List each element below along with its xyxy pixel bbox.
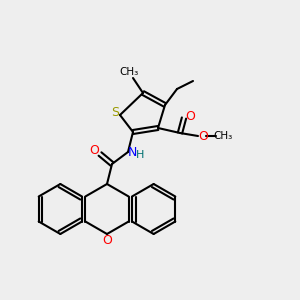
- Text: O: O: [185, 110, 195, 122]
- Text: N: N: [127, 146, 137, 160]
- Text: O: O: [198, 130, 208, 142]
- Text: O: O: [102, 233, 112, 247]
- Text: H: H: [136, 150, 144, 160]
- Text: O: O: [89, 145, 99, 158]
- Text: CH₃: CH₃: [213, 131, 232, 141]
- Text: S: S: [111, 106, 119, 119]
- Text: CH₃: CH₃: [119, 67, 139, 77]
